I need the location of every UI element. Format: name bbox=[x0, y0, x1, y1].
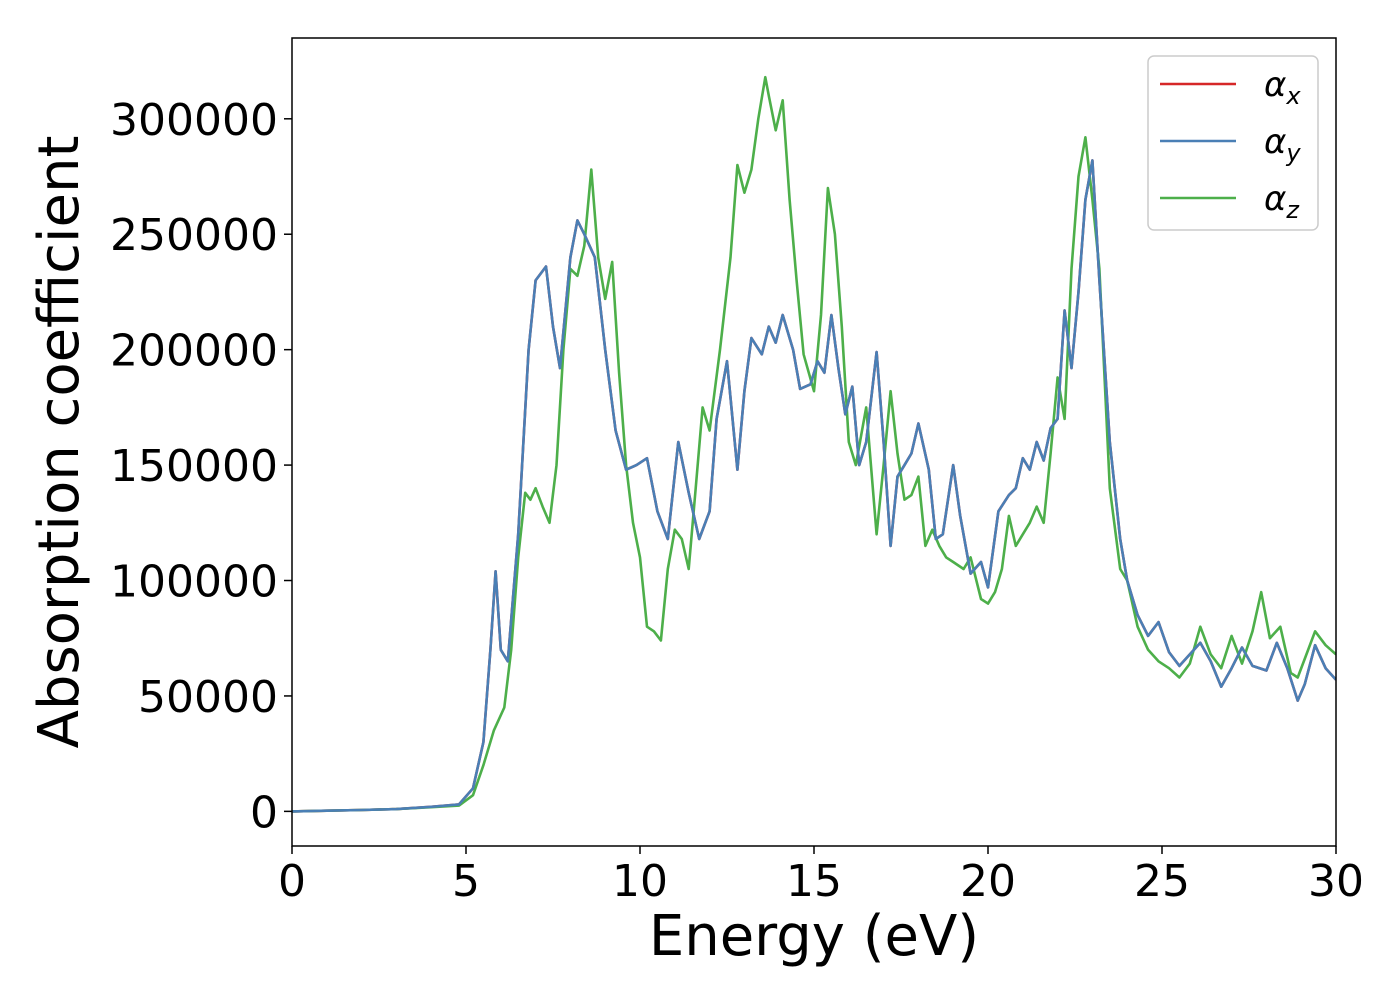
x-axis-title: Energy (eV) bbox=[649, 904, 979, 969]
series-line-y bbox=[292, 159, 1336, 813]
y-tick-label: 250000 bbox=[110, 210, 278, 261]
x-tick-label: 5 bbox=[452, 856, 480, 907]
legend-label-z: αz bbox=[1264, 179, 1300, 224]
x-tick-label: 0 bbox=[278, 856, 306, 907]
y-tick-label: 50000 bbox=[138, 672, 278, 723]
x-tick-label: 30 bbox=[1308, 856, 1364, 907]
y-tick-label: 100000 bbox=[110, 557, 278, 608]
tick-layer: 0 5 10 15 20 25 30 0 50000 100000 150000 200000 2500… bbox=[110, 95, 1364, 907]
x-tick-label: 15 bbox=[786, 856, 842, 907]
series-line-z bbox=[292, 75, 1336, 813]
legend: αx αy αz bbox=[1147, 55, 1319, 231]
y-tick-label: 150000 bbox=[110, 441, 278, 492]
y-tick-label: 0 bbox=[250, 787, 278, 838]
series-layer bbox=[292, 75, 1336, 813]
x-tick-label: 10 bbox=[612, 856, 668, 907]
y-axis-title: Absorption coefficient bbox=[27, 136, 92, 749]
y-tick-label: 300000 bbox=[110, 95, 278, 146]
series-line-x bbox=[292, 159, 1336, 813]
y-tick-label: 200000 bbox=[110, 326, 278, 377]
x-tick-label: 20 bbox=[960, 856, 1016, 907]
x-tick-label: 25 bbox=[1134, 856, 1190, 907]
legend-frame bbox=[1147, 55, 1319, 231]
legend-label-x: αx bbox=[1264, 65, 1301, 110]
legend-label-y: αy bbox=[1264, 122, 1301, 167]
